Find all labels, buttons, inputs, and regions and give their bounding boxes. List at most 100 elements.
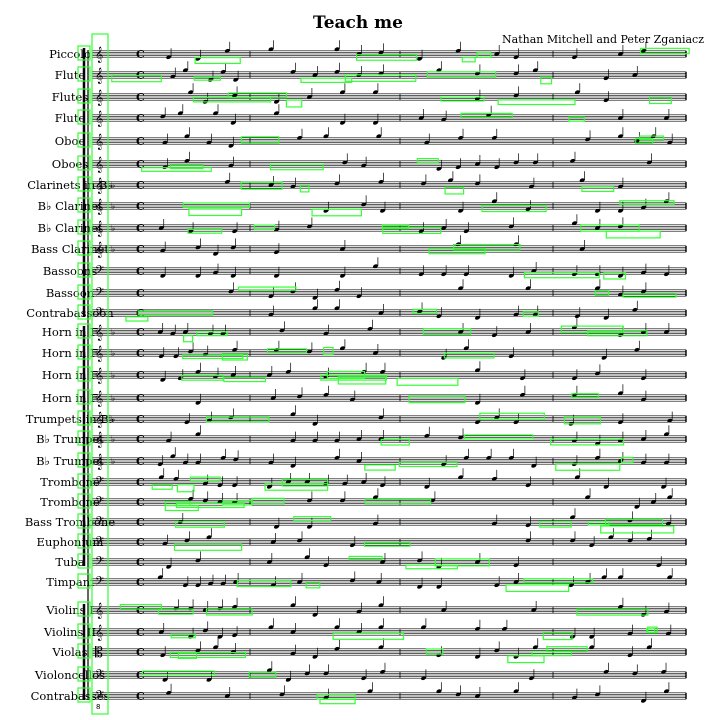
note-head: [356, 437, 362, 441]
note-head: [528, 184, 535, 189]
note-head: [519, 376, 526, 381]
note-head: [339, 247, 346, 251]
time-signature: C: [136, 646, 145, 659]
note-head: [380, 560, 386, 564]
annotation-box: [269, 163, 324, 171]
clef-icon: 𝄢: [95, 515, 104, 531]
note-head: [589, 645, 595, 650]
note-head: [661, 669, 667, 674]
annotation-box: [396, 377, 459, 386]
annotation-box: [646, 628, 656, 633]
annotation-box: [77, 643, 91, 659]
time-signature: C: [136, 455, 145, 468]
note-head: [594, 286, 601, 291]
annotation-box: [300, 77, 353, 83]
note-head: [195, 273, 201, 278]
note-head: [455, 692, 461, 697]
note-head: [646, 160, 652, 165]
instrument-label: Horn in F: [42, 346, 98, 360]
note-head: [617, 224, 624, 229]
staff: Timpani 𝄢 C: [46, 568, 687, 591]
annotation-box: [398, 461, 458, 468]
annotation-box: [77, 88, 91, 104]
annotation-box: [461, 57, 476, 63]
time-signature: C: [136, 604, 145, 617]
annotation-box: [119, 604, 163, 610]
annotation-box: [251, 497, 285, 505]
instrument-label: Timpani: [46, 575, 94, 589]
note-head: [273, 99, 280, 104]
note-head: [441, 608, 447, 612]
note-head: [378, 645, 384, 650]
note-head: [232, 93, 238, 98]
note-head: [306, 95, 313, 99]
time-signature: C: [136, 347, 145, 360]
annotation-box: [77, 132, 91, 148]
annotation-box: [505, 584, 570, 593]
note-head: [323, 331, 329, 336]
note-head: [182, 460, 188, 465]
key-signature: ♭: [111, 394, 115, 404]
note-head: [627, 653, 633, 658]
staff: Horn in F𝄞 ♭ C: [42, 384, 687, 407]
staff: Violas 𝄡 C: [51, 638, 687, 661]
note-head: [160, 248, 166, 253]
note-head: [306, 524, 313, 529]
instrument-label: Tuba: [55, 555, 84, 569]
note-head: [663, 272, 670, 277]
note-head: [570, 538, 576, 543]
note-head: [224, 179, 230, 184]
note-head: [334, 181, 340, 186]
annotation-box: [192, 96, 272, 103]
note-head: [232, 633, 238, 638]
note-head: [339, 120, 346, 125]
note-head: [663, 330, 670, 334]
note-head: [617, 420, 624, 425]
annotation-box: [571, 393, 599, 399]
staff: Piccolo 𝄞 C: [49, 40, 687, 63]
note-head: [184, 158, 190, 163]
note-head: [608, 535, 614, 540]
instrument-label: Violoncellos: [34, 668, 105, 682]
annotation-box: [77, 240, 91, 256]
note-head: [441, 117, 447, 122]
time-signature: C: [136, 413, 145, 426]
note-head: [632, 73, 638, 77]
note-head: [640, 376, 647, 381]
note-head: [627, 631, 633, 636]
note-head: [528, 676, 535, 681]
time-signature: C: [136, 626, 145, 639]
note-head: [634, 504, 640, 509]
note-head: [232, 347, 238, 352]
note-head: [339, 346, 346, 351]
note-head: [491, 333, 497, 338]
clef-icon: 𝄢: [95, 575, 104, 591]
staff: Oboe 𝄞 C: [55, 127, 687, 150]
note-head: [378, 50, 384, 55]
annotation-box: [476, 51, 492, 59]
note-head: [297, 580, 303, 584]
note-head: [594, 371, 601, 376]
time-signature: C: [136, 48, 145, 61]
note-head: [224, 48, 230, 53]
note-head: [162, 140, 168, 145]
note-head: [266, 668, 272, 673]
note-head: [494, 165, 500, 170]
annotation-box: [619, 200, 675, 205]
annotation-box: [523, 272, 600, 279]
annotation-box: [285, 99, 303, 108]
note-head: [323, 563, 329, 568]
clef-icon: 𝄞: [95, 391, 103, 407]
annotation-box: [77, 687, 91, 703]
note-head: [463, 346, 469, 351]
note-head: [312, 73, 318, 77]
annotation-box: [522, 311, 539, 317]
annotation-box: [77, 410, 91, 426]
clef-icon: 𝄡: [95, 645, 103, 661]
note-head: [574, 90, 580, 95]
annotation-box: [647, 626, 658, 634]
note-head: [594, 455, 601, 460]
note-head: [418, 229, 424, 234]
annotation-box: [531, 651, 573, 657]
